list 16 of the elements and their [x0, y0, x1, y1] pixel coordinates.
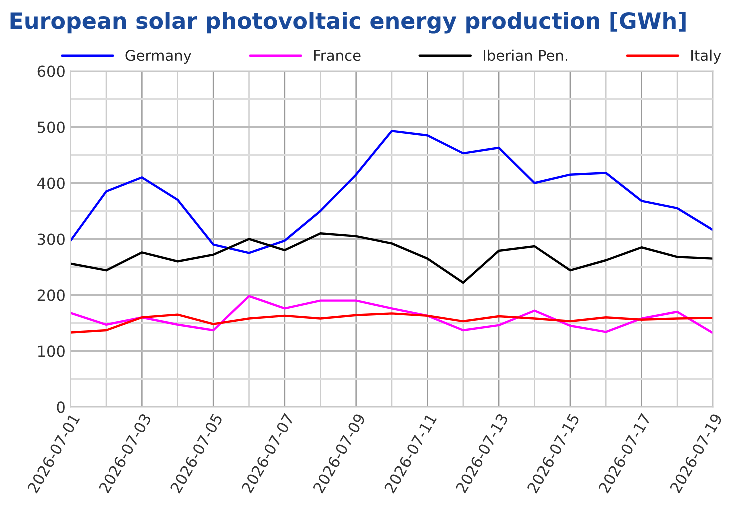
legend-label: France: [314, 50, 361, 62]
y-tick-label: 600: [38, 66, 65, 78]
y-tick-label: 0: [57, 402, 65, 414]
legend-label: Italy: [692, 50, 722, 64]
y-tick-label: 500: [38, 122, 65, 134]
legend-label: Iberian Pen.: [484, 50, 568, 62]
line-series: [70, 295, 714, 334]
chart-title: European solar photovoltaic energy production [GWh]: [10, 12, 686, 34]
line-series: [70, 232, 714, 284]
y-tick-label: 300: [38, 234, 65, 246]
legend-label: Germany: [126, 50, 192, 64]
y-tick-label: 100: [38, 346, 65, 358]
y-tick-label: 400: [38, 178, 65, 190]
y-tick-label: 200: [38, 290, 65, 302]
line-series: [70, 312, 714, 334]
line-series: [70, 130, 714, 254]
